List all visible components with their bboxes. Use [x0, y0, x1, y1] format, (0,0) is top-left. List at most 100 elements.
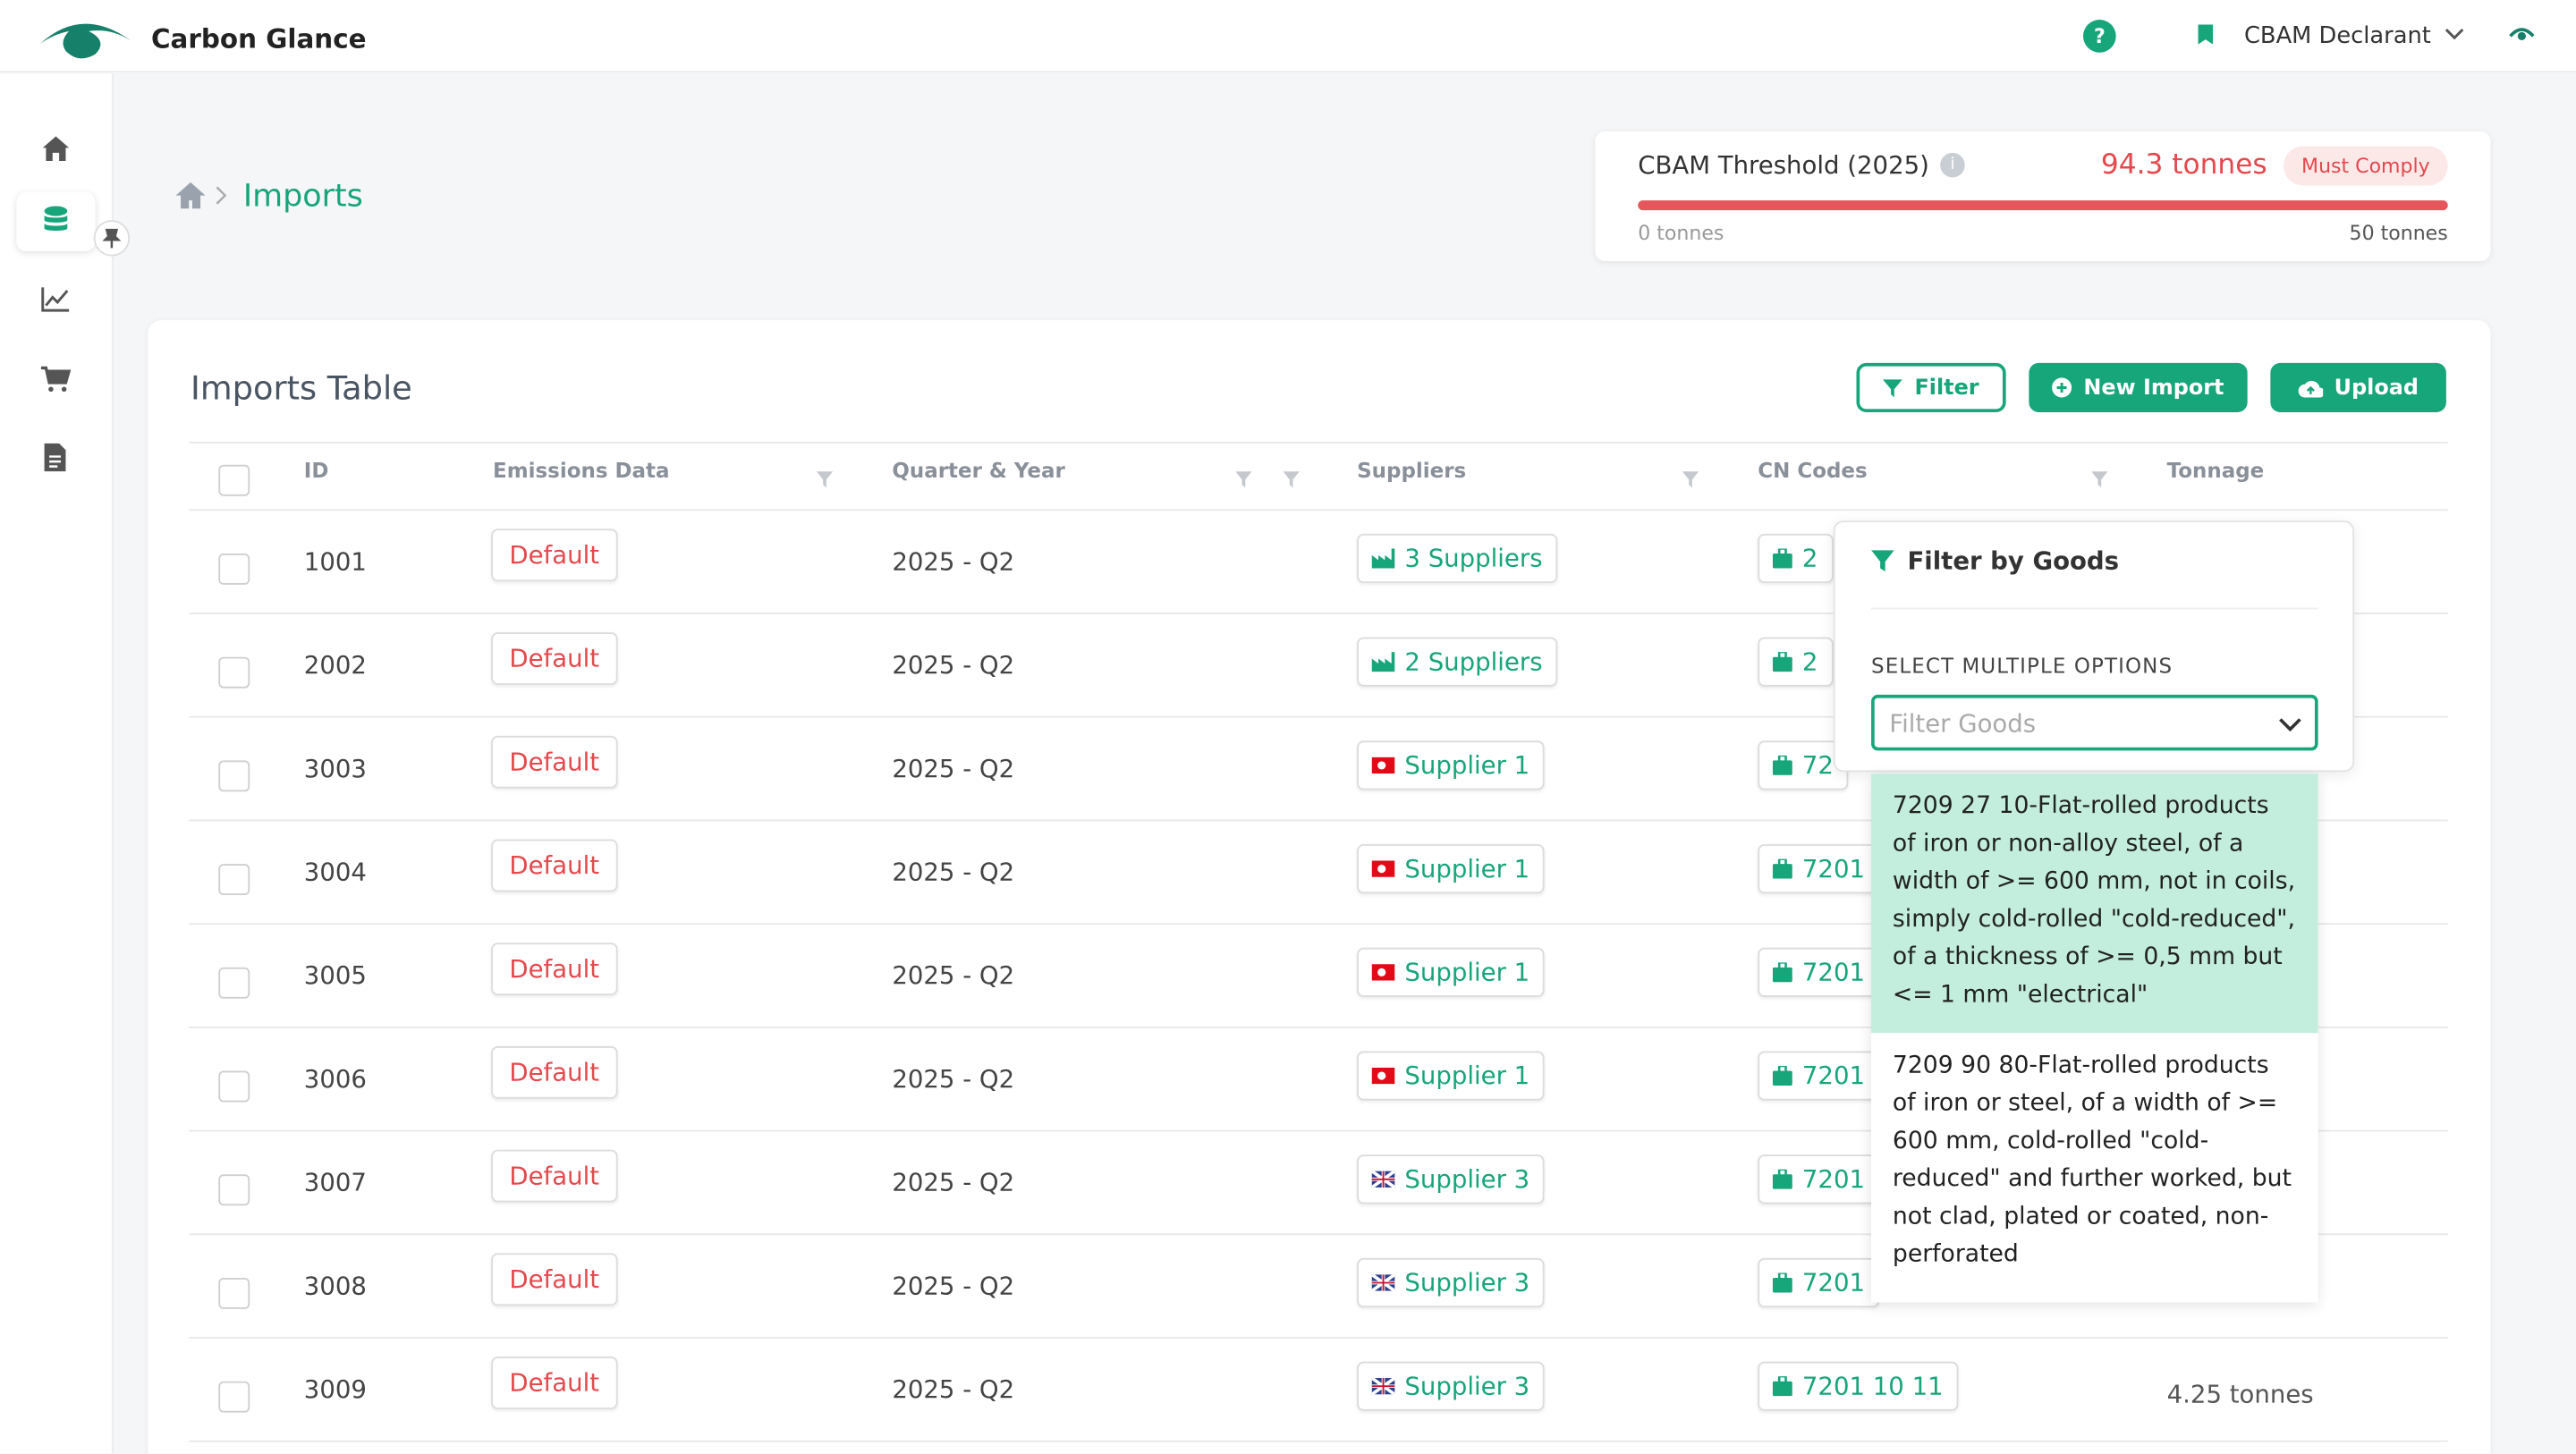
emissions-badge[interactable]: Default	[491, 528, 618, 582]
row-checkbox[interactable]	[218, 553, 250, 585]
select-label: SELECT MULTIPLE OPTIONS	[1871, 653, 2174, 679]
supplier-chip[interactable]: 2 Suppliers	[1357, 637, 1558, 687]
status-badge: Must Comply	[2284, 146, 2448, 186]
row-checkbox[interactable]	[218, 1174, 250, 1206]
id-cell: 3005	[303, 960, 367, 991]
cn-chip[interactable]: 2	[1758, 533, 1833, 584]
top-bar: Carbon Glance ? CBAM Declarant	[0, 0, 2576, 72]
row-line	[189, 1233, 2448, 1236]
quarter-cell: 2025 - Q2	[892, 1374, 1015, 1405]
button-label: Upload	[2334, 375, 2419, 401]
row-checkbox[interactable]	[218, 967, 250, 999]
threshold-amount: 94.3 tonnes	[2100, 148, 2267, 182]
cn-text: 7201	[1801, 1267, 1866, 1298]
new-import-button[interactable]: New Import	[2029, 362, 2248, 413]
supplier-chip[interactable]: Supplier 3	[1357, 1154, 1545, 1205]
sidebar	[0, 73, 131, 1454]
supplier-text: Supplier 3	[1404, 1267, 1530, 1298]
row-checkbox[interactable]	[218, 1070, 250, 1103]
select-all[interactable]	[218, 464, 250, 496]
goods-select[interactable]: Filter Goods	[1871, 694, 2318, 751]
row-line	[189, 1337, 2448, 1339]
emissions-badge[interactable]: Default	[491, 1357, 618, 1409]
cn-chip[interactable]: 2	[1758, 637, 1833, 687]
column-filter[interactable]	[1283, 463, 1300, 488]
goods-option[interactable]: 7209 27 10-Flat-rolled products of iron …	[1871, 773, 2318, 1034]
info-icon[interactable]: i	[1940, 152, 1965, 178]
cn-chip[interactable]: 7201	[1758, 1257, 1880, 1308]
row-line	[189, 819, 2448, 822]
emissions-badge[interactable]: Default	[491, 943, 618, 996]
quarter-cell: 2025 - Q2	[892, 1271, 1015, 1301]
column-filter[interactable]	[2091, 463, 2108, 488]
cn-chip[interactable]: 72	[1758, 740, 1849, 790]
row-checkbox[interactable]	[218, 864, 250, 896]
emissions-badge[interactable]: Default	[491, 632, 618, 685]
supplier-chip[interactable]: 3 Suppliers	[1357, 533, 1558, 584]
breadcrumb-current: Imports	[242, 178, 363, 215]
quarter-cell: 2025 - Q2	[892, 857, 1015, 887]
supplier-chip[interactable]: Supplier 1	[1357, 947, 1545, 997]
brand: Carbon Glance	[150, 22, 367, 55]
cn-text: 7201	[1801, 1164, 1866, 1195]
cn-text: 7201	[1801, 957, 1866, 987]
quarter-cell: 2025 - Q2	[892, 960, 1015, 991]
breadcrumb-home[interactable]	[174, 181, 208, 210]
cn-chip[interactable]: 7201	[1758, 844, 1880, 894]
supplier-text: Supplier 1	[1404, 750, 1530, 781]
nav-docs[interactable]	[43, 442, 68, 473]
supplier-chip[interactable]: Supplier 1	[1357, 1051, 1545, 1101]
id-cell: 3007	[303, 1167, 367, 1197]
nav-cart[interactable]	[39, 365, 71, 393]
emissions-badge[interactable]: Default	[491, 1149, 618, 1203]
eye-icon[interactable]	[2509, 26, 2535, 42]
upload-button[interactable]: Upload	[2270, 362, 2446, 413]
row-checkbox[interactable]	[218, 656, 250, 689]
id-cell: 3008	[303, 1271, 367, 1301]
emissions-badge[interactable]: Default	[491, 1045, 618, 1099]
row-checkbox[interactable]	[218, 760, 250, 792]
cn-text: 72	[1801, 750, 1834, 781]
column-filter[interactable]	[1235, 463, 1252, 488]
popover-title: Filter by Goods	[1907, 545, 2120, 576]
column-header: Tonnage	[2166, 457, 2265, 483]
column-filter[interactable]	[816, 463, 834, 488]
cn-text: 7201	[1801, 854, 1866, 884]
row-line	[189, 613, 2448, 614]
pin-button[interactable]	[93, 220, 131, 257]
cn-chip[interactable]: 7201 10 11	[1758, 1361, 1959, 1411]
supplier-text: Supplier 1	[1404, 957, 1530, 987]
role-selector[interactable]: CBAM Declarant	[2243, 22, 2431, 50]
quarter-cell: 2025 - Q2	[892, 650, 1015, 681]
threshold-title: CBAM Threshold (2025)	[1638, 150, 1929, 181]
row-checkbox[interactable]	[218, 1277, 250, 1309]
cn-chip[interactable]: 7201	[1758, 947, 1880, 997]
goods-option[interactable]: 7209 90 80-Flat-rolled products of iron …	[1871, 1033, 2318, 1293]
help-icon[interactable]: ?	[2082, 20, 2116, 53]
column-filter[interactable]	[1682, 463, 1699, 488]
supplier-chip[interactable]: Supplier 3	[1357, 1361, 1545, 1411]
nav-analytics[interactable]	[41, 286, 71, 312]
row-line	[189, 1129, 2448, 1132]
emissions-badge[interactable]: Default	[491, 735, 618, 789]
threshold-min: 0 tonnes	[1638, 221, 1724, 245]
filter-button[interactable]: Filter	[1856, 362, 2006, 413]
emissions-badge[interactable]: Default	[491, 839, 618, 892]
cn-chip[interactable]: 7201	[1758, 1051, 1880, 1101]
emissions-badge[interactable]: Default	[491, 1253, 618, 1306]
quarter-cell: 2025 - Q2	[892, 1064, 1015, 1095]
column-header: ID	[303, 457, 329, 483]
row-checkbox[interactable]	[218, 1381, 250, 1413]
nav-imports[interactable]	[43, 206, 69, 237]
column-header: Quarter & Year	[892, 457, 1065, 483]
supplier-chip[interactable]: Supplier 1	[1357, 740, 1545, 790]
chevron	[2445, 29, 2464, 40]
id-cell: 3003	[303, 754, 367, 784]
supplier-text: 2 Suppliers	[1404, 647, 1543, 677]
cn-chip[interactable]: 7201	[1758, 1154, 1880, 1205]
supplier-chip[interactable]: Supplier 1	[1357, 844, 1545, 894]
supplier-chip[interactable]: Supplier 3	[1357, 1257, 1545, 1308]
nav-home[interactable]	[41, 135, 71, 163]
row-line	[189, 715, 2448, 718]
